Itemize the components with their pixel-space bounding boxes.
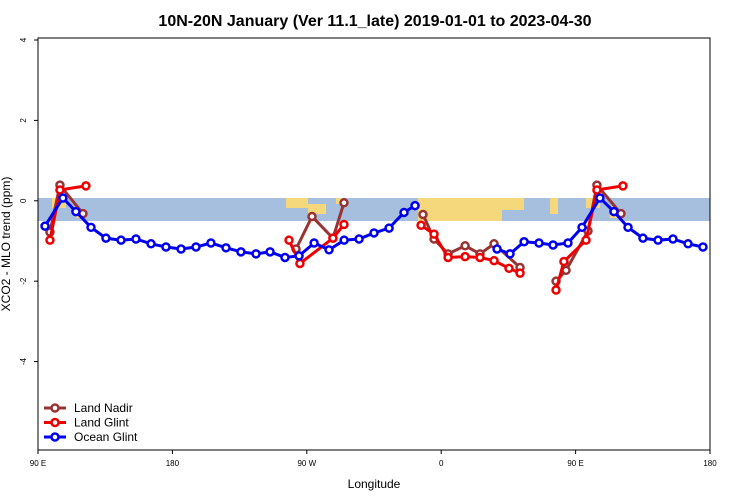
data-point <box>551 285 561 295</box>
data-point <box>206 238 216 248</box>
land-patch <box>502 198 524 210</box>
data-point <box>101 233 111 243</box>
data-point <box>284 235 294 245</box>
data-point <box>40 221 50 231</box>
data-point <box>595 193 605 203</box>
data-point <box>161 242 171 252</box>
data-point <box>492 244 502 254</box>
map-band <box>38 198 710 221</box>
data-point <box>592 185 602 195</box>
data-point <box>609 206 619 217</box>
data-point <box>116 235 126 245</box>
plot-frame <box>37 37 711 451</box>
data-point <box>559 256 569 267</box>
data-point <box>581 235 591 245</box>
land-patch <box>418 198 502 221</box>
land-patch <box>550 198 558 214</box>
data-point <box>309 238 319 248</box>
legend-label: Ocean Glint <box>74 430 138 444</box>
data-point <box>324 245 334 255</box>
data-point <box>638 233 648 243</box>
ocean-band <box>38 198 710 221</box>
data-point <box>534 238 544 248</box>
data-point <box>71 206 81 217</box>
x-axis-label: Longitude <box>348 477 401 491</box>
data-point <box>265 247 275 257</box>
land-patch <box>286 198 308 208</box>
data-point <box>55 185 65 195</box>
x-tick-label: 90 W <box>297 459 316 468</box>
legend-marker <box>50 432 60 442</box>
data-point <box>548 240 558 250</box>
data-point <box>515 268 525 278</box>
data-point <box>563 238 573 248</box>
data-point <box>146 239 156 249</box>
data-point <box>369 228 379 238</box>
data-point <box>339 198 349 208</box>
data-point <box>307 211 317 222</box>
data-point <box>410 200 420 211</box>
data-point <box>443 252 453 263</box>
data-point <box>294 251 304 261</box>
data-point <box>505 249 515 259</box>
data-point <box>81 181 91 191</box>
y-tick-label: 2 <box>19 118 28 123</box>
data-point <box>416 220 426 231</box>
data-point <box>577 222 587 233</box>
data-point <box>86 222 96 233</box>
data-point <box>221 243 231 253</box>
data-point <box>191 242 201 252</box>
data-point <box>618 181 628 191</box>
data-point <box>418 209 428 220</box>
data-point <box>653 235 663 245</box>
data-point <box>295 258 305 269</box>
data-point <box>623 222 633 233</box>
data-point <box>460 251 470 262</box>
x-tick-label: 180 <box>703 459 717 468</box>
legend-marker <box>50 403 60 413</box>
data-point <box>384 223 394 233</box>
data-point <box>698 242 708 252</box>
data-point <box>328 233 338 243</box>
data-point <box>460 241 470 251</box>
data-point <box>429 229 439 239</box>
data-point <box>339 219 349 230</box>
data-point <box>475 252 485 263</box>
y-tick-label: -4 <box>19 357 28 365</box>
data-point <box>504 263 514 274</box>
land-patch <box>308 204 326 214</box>
x-tick-label: 0 <box>439 459 444 468</box>
chart-title: 10N-20N January (Ver 11.1_late) 2019-01-… <box>158 13 591 30</box>
data-point <box>45 235 55 245</box>
data-point <box>251 249 261 259</box>
legend-label: Land Glint <box>74 416 129 430</box>
data-point <box>668 234 678 244</box>
data-point <box>354 234 364 244</box>
data-point <box>683 239 693 249</box>
x-tick-label: 90 E <box>30 459 46 468</box>
data-point <box>399 207 409 218</box>
y-axis-label: XCO2 - MLO trend (ppm) <box>0 177 13 312</box>
data-point <box>131 234 141 244</box>
y-tick-label: -2 <box>19 277 28 285</box>
y-tick-label: 4 <box>19 37 28 42</box>
y-tick-label: 0 <box>19 198 28 203</box>
data-point <box>489 255 499 266</box>
data-point <box>519 237 529 247</box>
x-tick-label: 90 E <box>567 459 583 468</box>
legend-marker <box>50 417 60 428</box>
data-point <box>58 193 68 203</box>
legend-label: Land Nadir <box>74 401 133 415</box>
data-point <box>280 252 290 263</box>
data-point <box>236 247 246 257</box>
data-point <box>339 235 349 245</box>
data-point <box>176 244 186 254</box>
x-tick-label: 180 <box>166 459 180 468</box>
